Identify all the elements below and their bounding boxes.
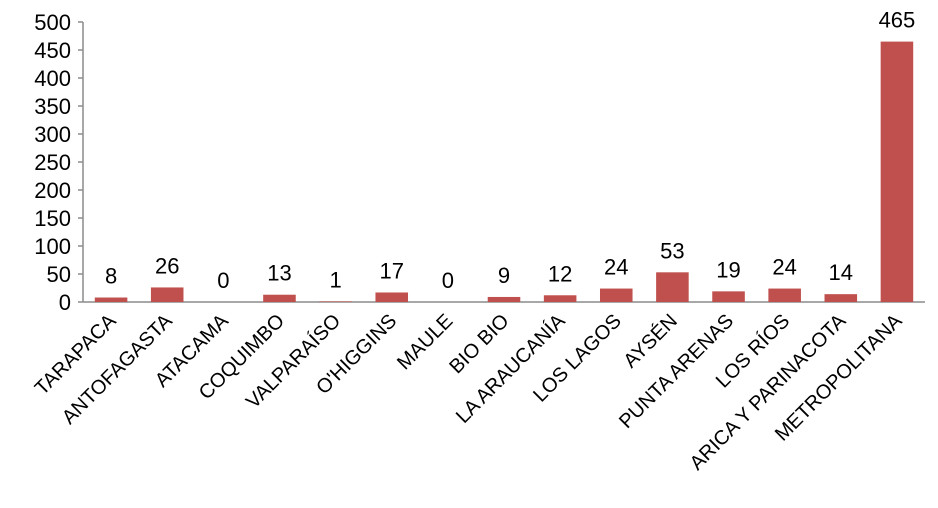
bar xyxy=(375,292,409,302)
y-tick-label: 500 xyxy=(34,10,71,35)
data-label: 26 xyxy=(155,253,179,278)
data-labels-group: 8 26 0 13 1 17 0 9 12 24 53 19 24 14 465 xyxy=(105,8,915,293)
bar xyxy=(599,288,633,302)
bars-group xyxy=(94,41,914,302)
y-tick-label: 450 xyxy=(34,38,71,63)
bar xyxy=(712,291,745,302)
data-label: 53 xyxy=(660,238,684,263)
data-label: 19 xyxy=(716,257,740,282)
category-label: VALPARAÍSO xyxy=(241,309,345,413)
category-labels-group: TARAPACAANTOFAGASTAATACAMACOQUIMBOVALPAR… xyxy=(31,309,907,475)
data-label: 24 xyxy=(604,255,628,280)
data-label: 8 xyxy=(105,264,117,289)
bar xyxy=(543,295,577,302)
bar xyxy=(263,294,296,302)
data-label: 17 xyxy=(379,258,403,283)
data-label: 465 xyxy=(879,8,916,33)
bar xyxy=(768,288,801,302)
y-axis-ticks: 0 50 100 150 200 250 300 350 400 450 500 xyxy=(34,10,83,315)
y-tick-label: 250 xyxy=(34,150,71,175)
bar xyxy=(319,301,352,302)
y-tick-label: 150 xyxy=(34,206,71,231)
y-tick-label: 100 xyxy=(34,234,71,259)
y-tick-label: 350 xyxy=(34,94,71,119)
y-tick-label: 50 xyxy=(47,262,71,287)
bar xyxy=(880,41,914,302)
y-tick-label: 200 xyxy=(34,178,71,203)
data-label: 1 xyxy=(329,267,341,292)
data-label: 9 xyxy=(498,263,510,288)
y-tick-label: 300 xyxy=(34,122,71,147)
bar xyxy=(824,294,858,302)
data-label: 0 xyxy=(217,268,229,293)
y-tick-label: 0 xyxy=(59,290,71,315)
bar xyxy=(487,296,521,302)
data-label: 12 xyxy=(548,261,572,286)
data-label: 14 xyxy=(829,260,853,285)
bar xyxy=(150,287,184,302)
bar xyxy=(94,297,128,302)
y-tick-label: 400 xyxy=(34,66,71,91)
bar xyxy=(656,272,689,302)
data-label: 13 xyxy=(267,261,291,286)
data-label: 24 xyxy=(772,255,796,280)
data-label: 0 xyxy=(442,268,454,293)
